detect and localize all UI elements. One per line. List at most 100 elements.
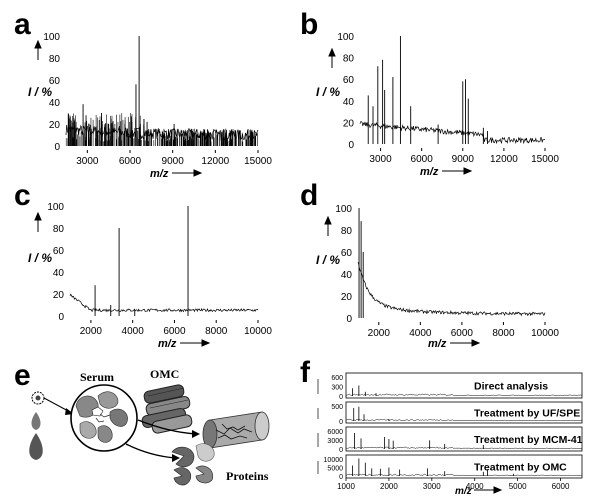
spectrum-chart-d: 0 20 40 60 80 100 2000 4000 6000 8000 10000 (335, 204, 559, 339)
y-tick-label: 100 (337, 32, 354, 43)
spectrum-chart-a: 0 20 40 60 80 100 3000 6000 9000 12000 15000 (43, 32, 272, 167)
y-tick-label: 20 (53, 290, 65, 301)
panel-b-xlabel: m/z (420, 166, 439, 178)
panel-c-xlabel: m/z (158, 338, 177, 350)
panel-c-letter: c (14, 179, 31, 212)
y-tick-label: 0 (339, 474, 343, 481)
y-tick-label: 40 (343, 97, 355, 108)
x-tick-label: 5000 (509, 482, 527, 491)
panel-e-letter: e (14, 359, 31, 392)
strip-title: Treatment by MCM-41 (474, 434, 583, 446)
omc-schematic: Serum OMC (29, 367, 270, 486)
x-tick-label: 3000 (76, 156, 99, 167)
y-tick-label: 100 (43, 32, 60, 43)
spectrum-trace (345, 419, 582, 421)
spectrum-trace (345, 393, 583, 396)
y-tick-label: 100 (47, 202, 64, 213)
y-tick-label: 60 (343, 75, 355, 86)
x-tick-label: 9000 (162, 156, 185, 167)
panel-b-letter: b (300, 8, 318, 41)
y-tick-label: 40 (341, 270, 353, 281)
mesopore-cylinder (202, 411, 270, 449)
x-tick-label: 2000 (80, 326, 103, 337)
panel-d-letter: d (300, 179, 318, 212)
y-tick-label: 500 (331, 404, 343, 411)
spectrum-chart-c: 0 20 40 60 80 100 2000 4000 6000 8000 10000 (47, 202, 272, 337)
panel-d-xlabel: m/z (428, 338, 447, 350)
y-tick-label: 6000 (327, 429, 343, 436)
spectrum-chart-b: 0 20 40 60 80 100 3000 6000 9000 12000 15000 (337, 32, 559, 165)
y-tick-label: 0 (346, 314, 352, 325)
x-tick-label: 4000 (409, 328, 432, 339)
x-tick-label: 8000 (492, 328, 515, 339)
x-tick-label: 2000 (380, 482, 398, 491)
y-tick-label: 0 (339, 447, 343, 454)
spectrum-trace (345, 473, 582, 476)
spectrum-strip (345, 426, 583, 452)
y-tick-label: 80 (341, 226, 353, 237)
y-tick-label: 0 (339, 419, 343, 426)
panel-f-xlabel: m/z (455, 486, 472, 497)
x-tick-label: 2000 (368, 328, 391, 339)
x-tick-label: 15000 (531, 154, 559, 165)
x-tick-label: 9000 (452, 154, 475, 165)
strip-title: Treatment by UF/SPE (474, 408, 580, 420)
panel-b-ylabel: I / % (316, 85, 340, 99)
y-tick-label: 20 (49, 120, 61, 131)
y-tick-label: 80 (343, 54, 355, 65)
y-tick-label: 0 (58, 312, 64, 323)
released-proteins (171, 443, 215, 486)
x-tick-label: 3000 (369, 154, 392, 165)
y-tick-label: 40 (49, 98, 61, 109)
spectrum-strip (345, 454, 583, 479)
y-tick-label: 600 (331, 375, 343, 382)
serum-label: Serum (80, 370, 114, 384)
x-tick-label: 6000 (451, 328, 474, 339)
panel-f-letter: f (300, 356, 311, 389)
protein-drop-icon (31, 412, 41, 430)
proteins-label: Proteins (226, 469, 269, 483)
y-tick-label: 300 (331, 385, 343, 392)
panel-a-xlabel: m/z (150, 168, 169, 180)
y-tick-label: 100 (335, 204, 352, 215)
strip-title: Treatment by OMC (474, 462, 567, 474)
x-tick-label: 10000 (531, 328, 559, 339)
y-tick-label: 20 (343, 118, 355, 129)
y-tick-label: 3000 (327, 438, 343, 445)
y-arrow-icon (34, 39, 336, 236)
y-tick-label: 60 (53, 246, 65, 257)
protein-drop-large-icon (29, 433, 43, 460)
x-tick-label: 6000 (411, 154, 434, 165)
x-tick-label: 8000 (205, 326, 228, 337)
x-tick-label: 6000 (119, 156, 142, 167)
spectrum-strip (345, 372, 583, 399)
spectrum-trace (359, 121, 546, 145)
x-arrow-icon (172, 167, 503, 494)
y-tick-label: 20 (341, 292, 353, 303)
y-tick-label: 80 (53, 224, 65, 235)
y-tick-label: 5000 (327, 466, 343, 473)
x-tick-label: 4000 (466, 482, 484, 491)
x-tick-label: 6000 (552, 482, 570, 491)
y-tick-label: 0 (339, 394, 343, 401)
spectrum-trace (69, 293, 258, 313)
x-tick-label: 4000 (122, 326, 145, 337)
y-tick-label: 80 (49, 54, 61, 65)
spectrum-trace (357, 262, 546, 317)
panel-a-letter: a (14, 8, 31, 41)
y-tick-label: 0 (54, 142, 60, 153)
x-tick-label: 6000 (163, 326, 186, 337)
panel-c-ylabel: I / % (28, 251, 52, 265)
x-tick-label: 15000 (244, 156, 272, 167)
omc-rods (141, 384, 193, 434)
x-tick-label: 3000 (423, 482, 441, 491)
spectrum-trace (345, 446, 583, 449)
serum-proteins (75, 391, 128, 443)
x-tick-label: 1000 (337, 482, 355, 491)
y-tick-label: 60 (341, 248, 353, 259)
y-tick-label: 0 (348, 140, 354, 151)
x-tick-label: 12000 (201, 156, 229, 167)
x-tick-label: 10000 (244, 326, 272, 337)
